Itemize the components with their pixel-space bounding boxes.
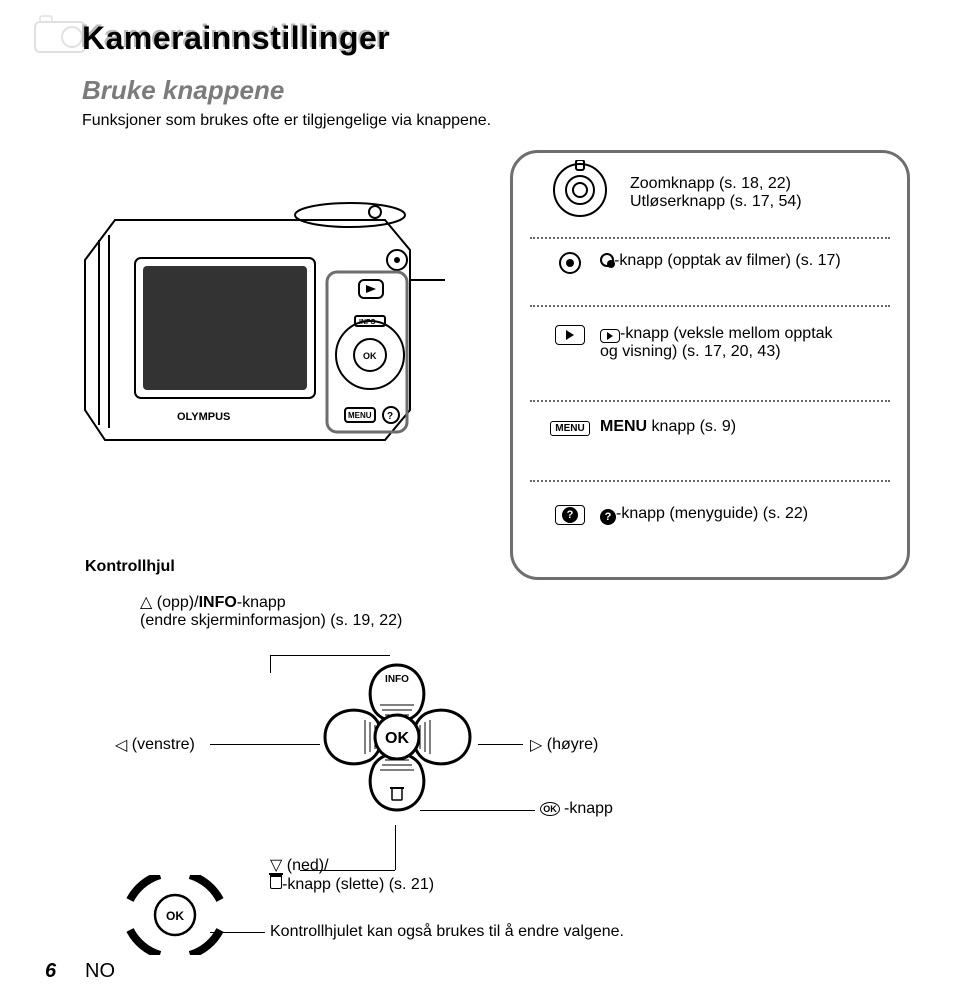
zoom-label: Zoomknapp (s. 18, 22): [630, 175, 802, 193]
leader-line: [270, 655, 390, 656]
menu-prefix: MENU: [600, 418, 647, 435]
left-label: ◁ (venstre): [115, 735, 195, 755]
menu-callout: MENU MENU knapp (s. 9): [550, 418, 736, 436]
control-wheel-small-icon: OK: [115, 875, 235, 955]
control-wheel-heading: Kontrollhjul: [85, 558, 175, 576]
wheel-note: Kontrollhjulet kan også brukes til å end…: [270, 923, 624, 941]
ok-button-label: OK-knapp: [540, 800, 613, 818]
playback-icon: [550, 325, 590, 345]
leader-line: [210, 744, 320, 745]
svg-text:OK: OK: [363, 351, 377, 361]
record-callout: -knapp (opptak av filmer) (s. 17): [550, 252, 841, 279]
help-callout: ? ?-knapp (menyguide) (s. 22): [550, 505, 808, 525]
separator: [530, 305, 890, 307]
right-label: ▷ (høyre): [530, 735, 598, 755]
ok-icon: OK: [540, 802, 560, 816]
svg-text:MENU: MENU: [348, 411, 372, 420]
zoom-shutter-icon: [550, 160, 610, 220]
down-text1: (ned)/: [282, 857, 328, 874]
up-info-bold: INFO: [199, 594, 237, 611]
help-inline-icon: ?: [600, 509, 616, 525]
separator: [530, 400, 890, 402]
svg-text:INFO: INFO: [385, 674, 409, 685]
svg-text:OK: OK: [385, 730, 409, 747]
shutter-label: Utløserknapp (s. 17, 54): [630, 193, 802, 211]
help-text: -knapp (menyguide) (s. 22): [616, 505, 808, 522]
leader-line: [270, 655, 271, 673]
intro-text: Funksjoner som brukes ofte er tilgjengel…: [82, 112, 491, 130]
leader-line: [478, 744, 523, 745]
leader-line: [210, 932, 265, 933]
menu-text: knapp (s. 9): [647, 418, 736, 435]
separator: [530, 480, 890, 482]
down-block: ▽ (ned)/ -knapp (slette) (s. 21): [270, 855, 434, 894]
leader-line: [420, 810, 535, 811]
tri-down-icon: ▽: [270, 857, 282, 874]
trash-icon: [270, 875, 282, 889]
control-wheel-diagram: OK INFO: [320, 660, 475, 815]
leader-line: [395, 825, 396, 870]
record-inline-icon: [600, 253, 614, 267]
svg-text:?: ?: [387, 411, 393, 422]
up-line2: (endre skjerminformasjon) (s. 19, 22): [140, 612, 402, 629]
leader-line: [300, 870, 395, 871]
country-code: NO: [85, 960, 115, 983]
up-info-block: △ (opp)/INFO-knapp (endre skjerminformas…: [140, 592, 402, 630]
record-icon: [550, 252, 590, 279]
help-icon: ?: [550, 505, 590, 525]
zoom-callout: Zoomknapp (s. 18, 22) Utløserknapp (s. 1…: [630, 175, 802, 211]
tri-up-icon: △: [140, 594, 152, 611]
separator: [530, 237, 890, 239]
svg-text:INFO: INFO: [359, 319, 376, 326]
down-text2: -knapp (slette) (s. 21): [282, 876, 434, 893]
playback-callout: -knapp (veksle mellom opptak og visning)…: [550, 325, 833, 361]
page-number: 6: [45, 960, 56, 983]
svg-text:OLYMPUS: OLYMPUS: [177, 411, 230, 423]
playback-text-l1: -knapp (veksle mellom opptak: [620, 325, 833, 342]
up-text2: -knapp: [237, 594, 286, 611]
page-title: Kamerainnstillinger: [82, 20, 390, 57]
playback-inline-icon: [600, 329, 620, 343]
record-text: -knapp (opptak av filmer) (s. 17): [614, 252, 841, 269]
camera-illustration: .ln{fill:none;stroke:#000;stroke-width:2…: [65, 180, 445, 470]
menu-icon: MENU: [550, 418, 590, 436]
section-subtitle: Bruke knappene: [82, 75, 284, 106]
svg-text:OK: OK: [166, 909, 184, 923]
up-text1: (opp)/: [152, 594, 198, 611]
playback-text-l2: og visning) (s. 17, 20, 43): [600, 343, 781, 360]
